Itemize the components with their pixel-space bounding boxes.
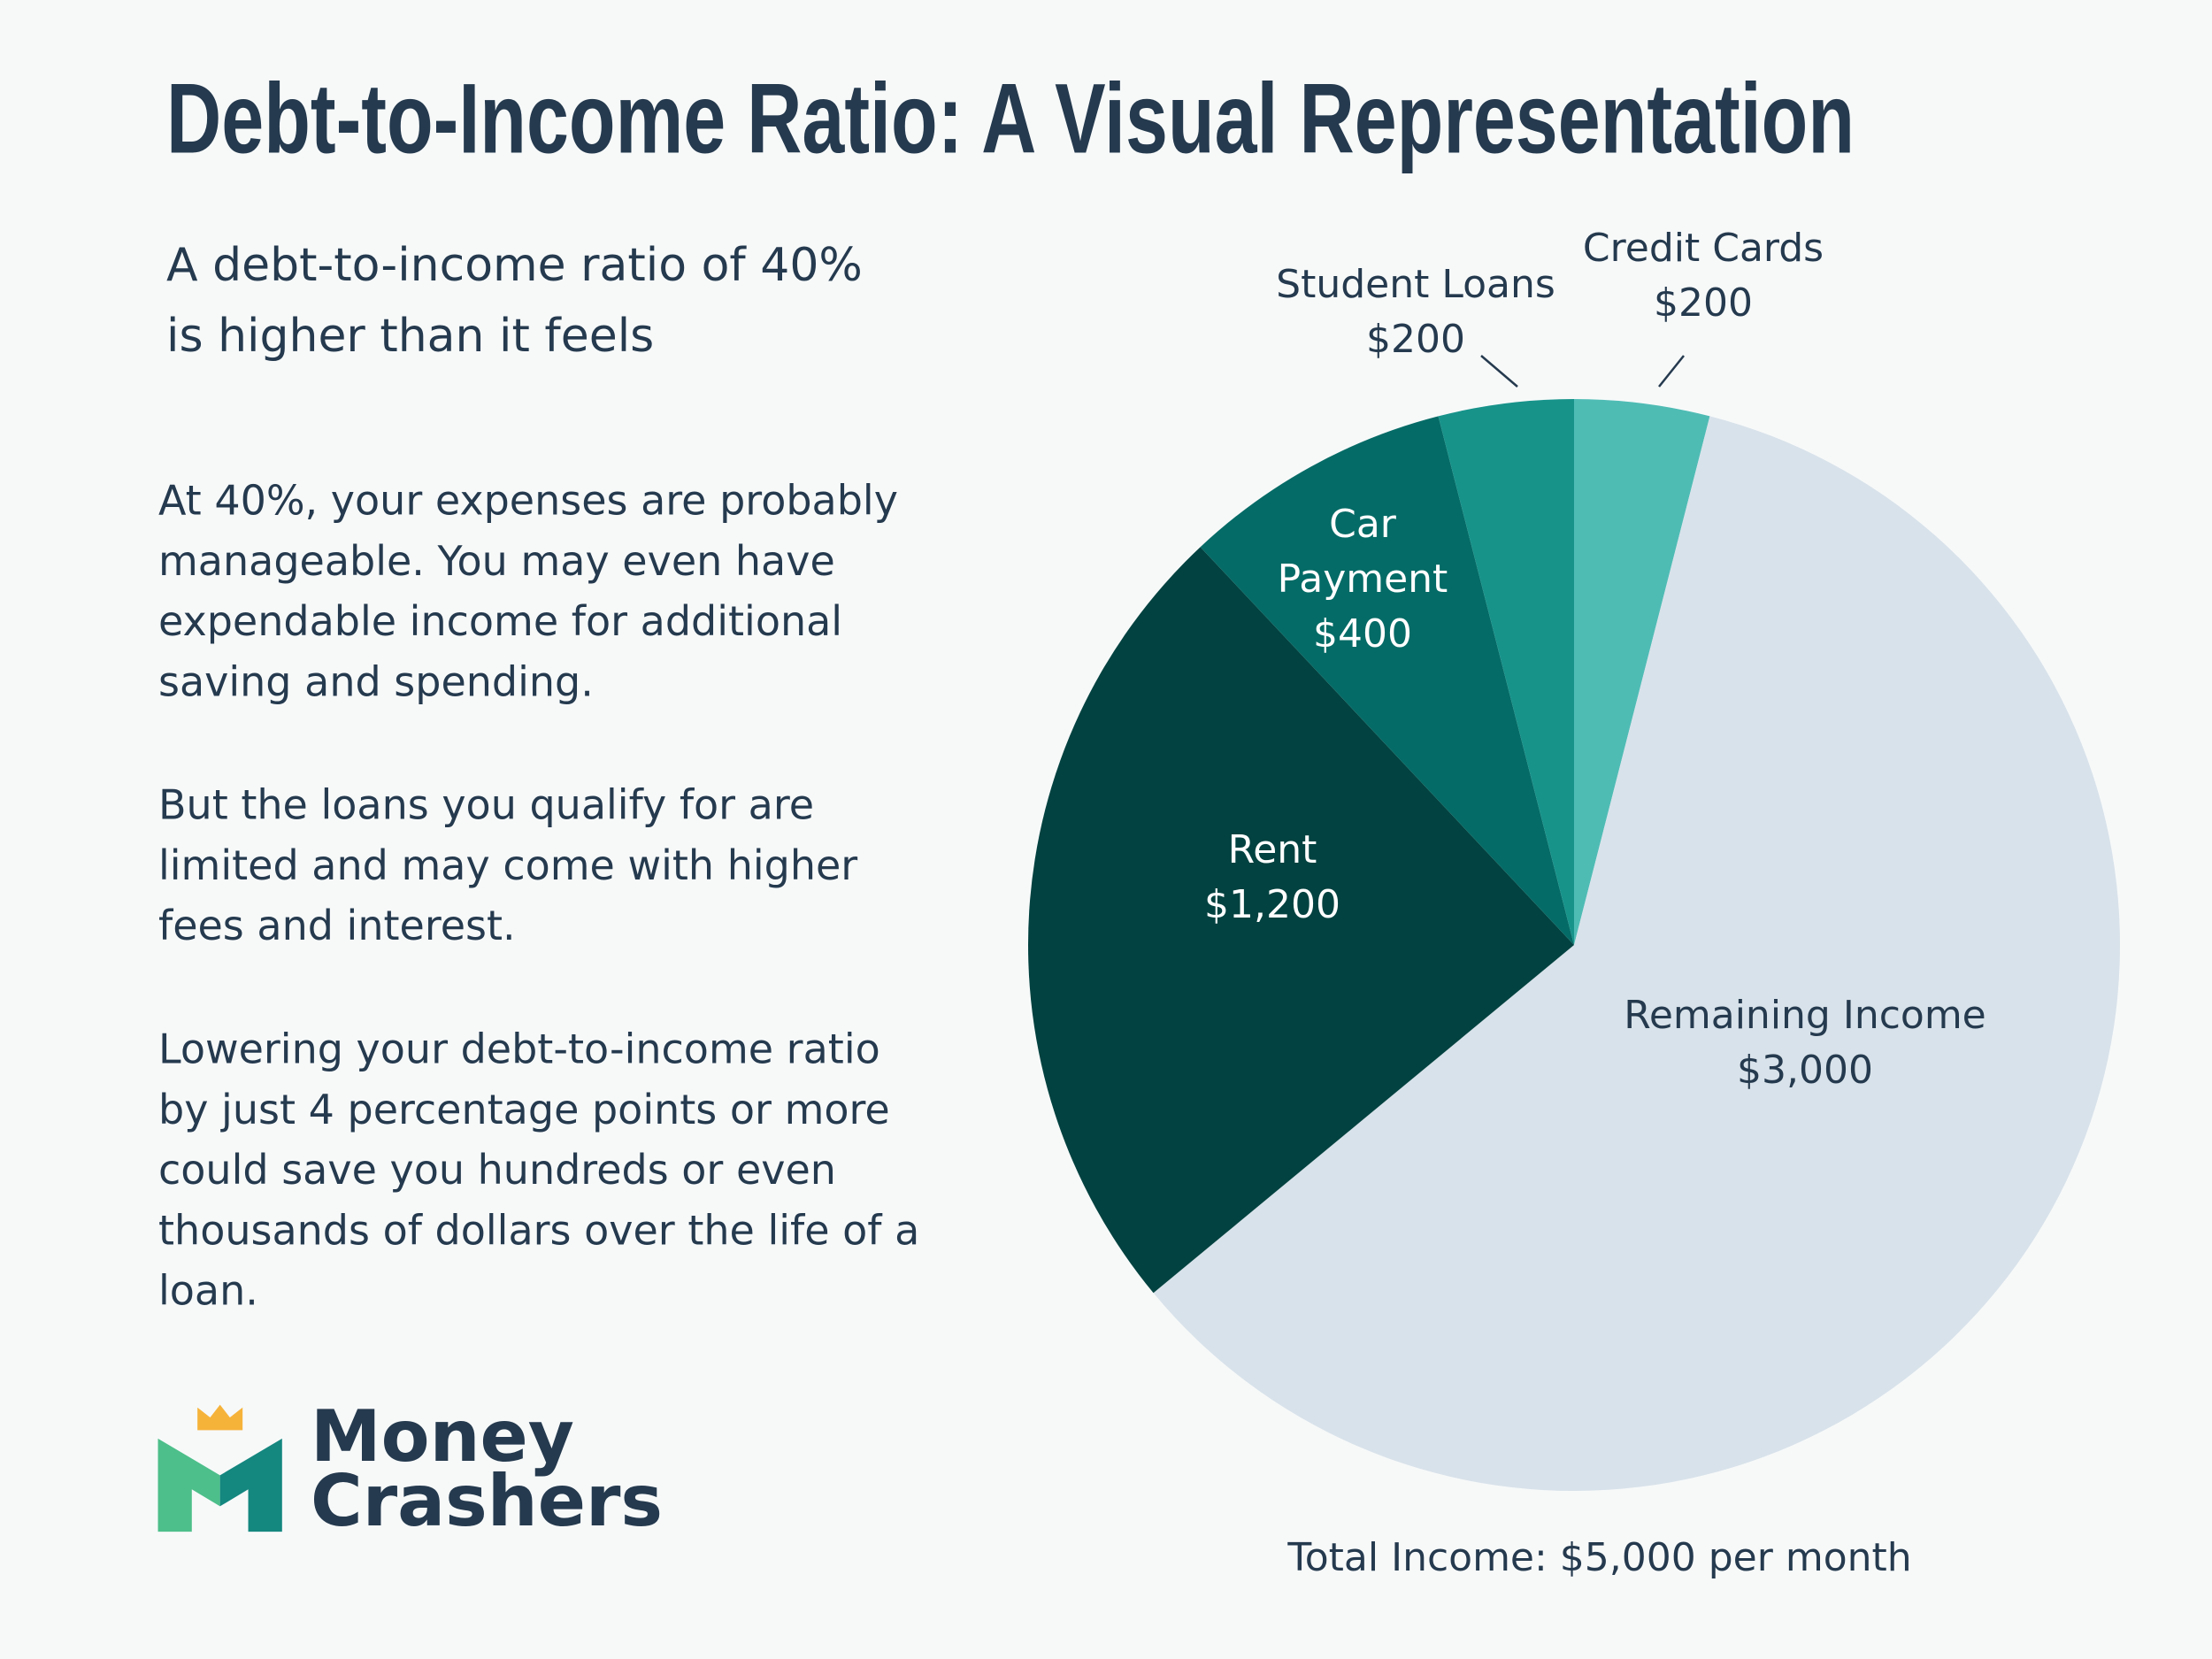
body-text: fees and interest. — [158, 902, 516, 949]
pie-slice — [1027, 547, 1574, 1294]
slice-label-name: Credit Cards — [1582, 226, 1824, 271]
slice-label: Remaining Income $3,000 — [1584, 988, 2026, 1098]
page-title: Debt-to-Income Ratio: A Visual Represent… — [166, 64, 1855, 174]
body-text: limited and may come with higher — [158, 841, 857, 889]
pie-slice — [1200, 416, 1574, 946]
slice-label: Credit Cards $200 — [1526, 221, 1880, 331]
body-text: saving and spending. — [158, 657, 594, 705]
subtitle-line: is higher than it feels — [166, 310, 654, 363]
slice-label-value: $200 — [1654, 280, 1753, 326]
body-text: expendable income for additional — [158, 597, 842, 645]
logo-text: Money — [311, 1395, 574, 1478]
slice-label-name: Car Payment — [1277, 502, 1448, 602]
slice-label-name: Remaining Income — [1624, 993, 1986, 1038]
body-text: Lowering your debt-to-income ratio — [158, 1025, 880, 1073]
body-text: could save you hundreds or even — [158, 1146, 836, 1194]
slice-label-name: Rent — [1227, 827, 1317, 872]
logo-text: Crashers — [311, 1460, 663, 1542]
total-note: Total Income: $5,000 per month — [1286, 1535, 1911, 1580]
slice-label-name: Student Loans — [1276, 262, 1555, 307]
pie-slice — [1574, 399, 1710, 945]
pie-slice — [1438, 399, 1574, 945]
logo-m-right — [219, 1438, 282, 1532]
body-text: But the loans you qualify for are — [158, 781, 814, 829]
slice-label-value: $200 — [1366, 317, 1465, 362]
subtitle-line: A debt-to-income ratio of 40% — [166, 239, 863, 292]
leader-line — [1658, 355, 1685, 388]
slice-label: Rent $1,200 — [1140, 823, 1405, 933]
logo-icon — [157, 1404, 282, 1532]
logo-m-left — [157, 1438, 220, 1532]
slice-label: Student Loans $200 — [1239, 257, 1593, 367]
slice-label-value: $400 — [1313, 611, 1412, 657]
body-text: At 40%, your expenses are probably — [158, 477, 898, 525]
slice-label-value: $1,200 — [1204, 882, 1340, 927]
slice-label: Car Payment $400 — [1261, 497, 1464, 662]
body-text: loan. — [158, 1267, 258, 1315]
body-text: thousands of dollars over the life of a — [158, 1206, 919, 1254]
pie-slice — [1153, 416, 2120, 1492]
body-text: by just 4 percentage points or more — [158, 1086, 890, 1133]
logo-crown — [197, 1404, 243, 1431]
leader-line — [1480, 355, 1518, 388]
slice-label-value: $3,000 — [1737, 1048, 1873, 1093]
body-text: manageable. You may even have — [158, 537, 835, 585]
